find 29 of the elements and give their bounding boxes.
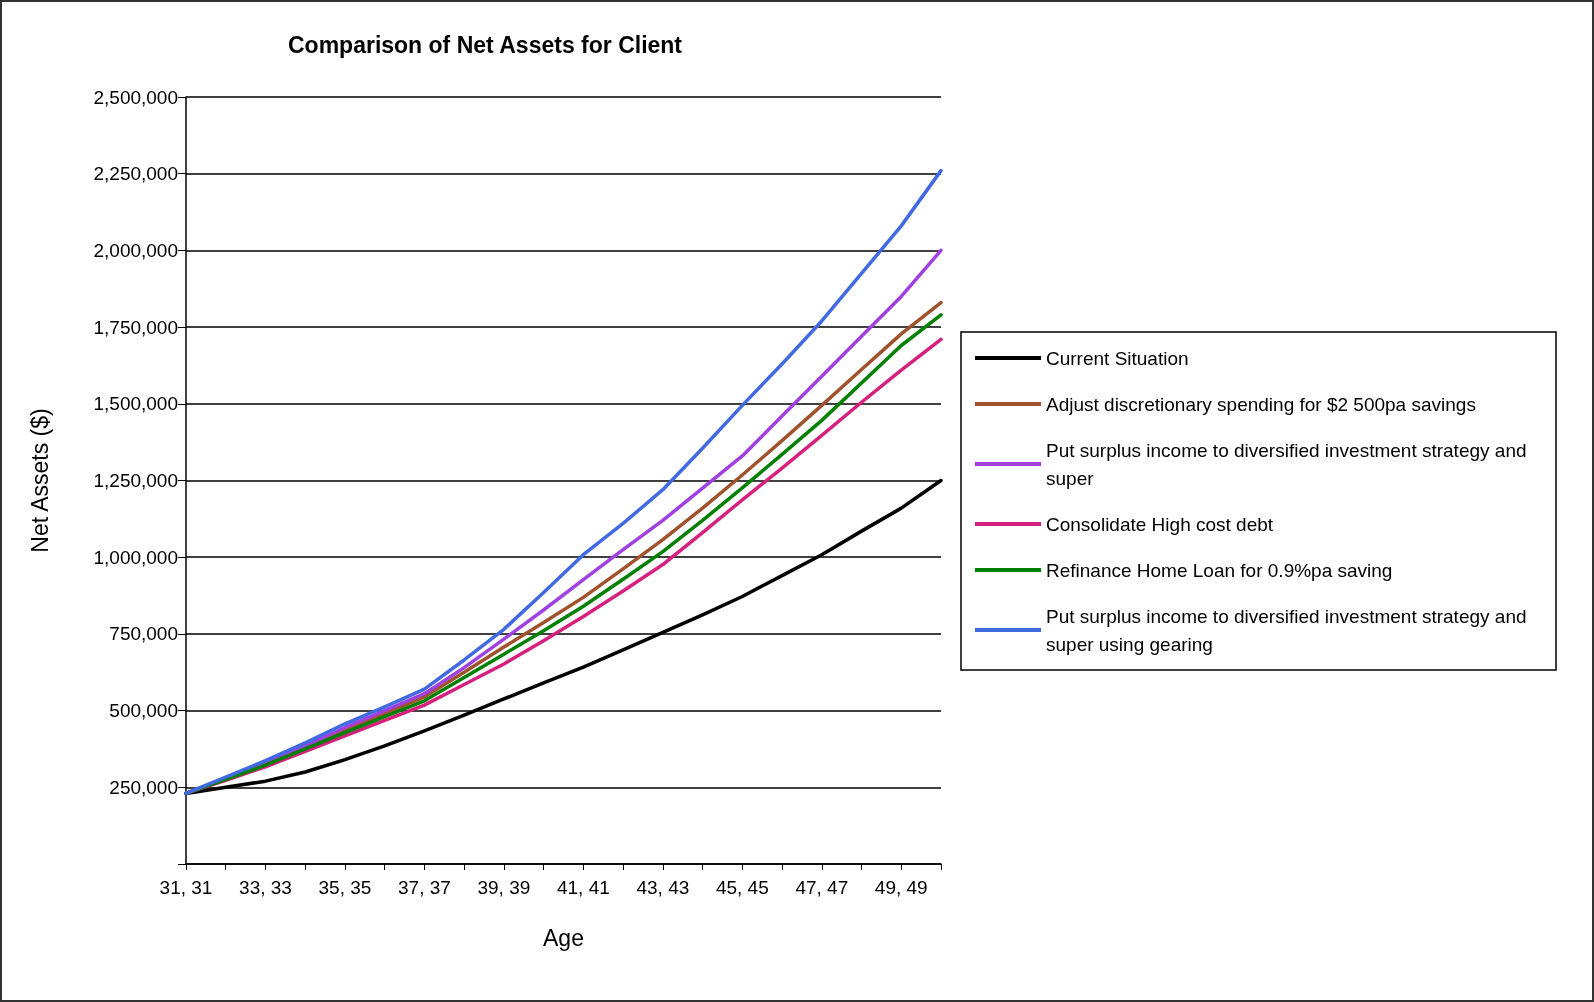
y-tick-label: 750,000	[109, 623, 178, 645]
x-tick-label: 31, 31	[159, 877, 213, 898]
x-tick-label: 43, 43	[636, 877, 690, 898]
y-tick-label: 1,000,000	[93, 546, 178, 568]
legend-label: Put surplus income to diversified investment strategy and super using gearing	[1046, 605, 1532, 655]
legend-label: Put surplus income to diversified investment strategy and super	[1046, 439, 1532, 489]
y-tick-label: 1,750,000	[93, 316, 178, 338]
x-tick-label: 37, 37	[398, 877, 451, 898]
y-axis-title: Net Assets ($)	[26, 408, 53, 553]
legend-label: Adjust discretionary spending for $2 500pa savings	[1046, 393, 1476, 415]
x-tick-label: 41, 41	[556, 877, 610, 898]
legend-label: Refinance Home Loan for 0.9%pa saving	[1046, 559, 1393, 581]
y-tick-label: 250,000	[109, 776, 178, 798]
x-tick-label: 49, 49	[874, 877, 928, 898]
y-tick-label: 1,500,000	[93, 393, 178, 415]
y-tick-label: 2,000,000	[93, 239, 178, 261]
x-tick-label: 39, 39	[477, 877, 531, 898]
y-tick-label: 1,250,000	[93, 470, 178, 491]
chart-title: Comparison of Net Assets for Client	[287, 31, 683, 58]
x-tick-label: 33, 33	[239, 877, 292, 898]
x-tick-label: 45, 45	[715, 877, 769, 898]
x-tick-label: 35, 35	[318, 877, 372, 898]
x-tick-label: 47, 47	[795, 877, 849, 898]
y-tick-label: 2,500,000	[93, 86, 178, 108]
legend-label: Current Situation	[1046, 347, 1189, 369]
y-tick-label: 500,000	[109, 700, 178, 722]
x-axis-title: Age	[543, 924, 584, 951]
y-tick-label: 2,250,000	[93, 163, 178, 185]
legend-label: Consolidate High cost debt	[1046, 513, 1274, 535]
